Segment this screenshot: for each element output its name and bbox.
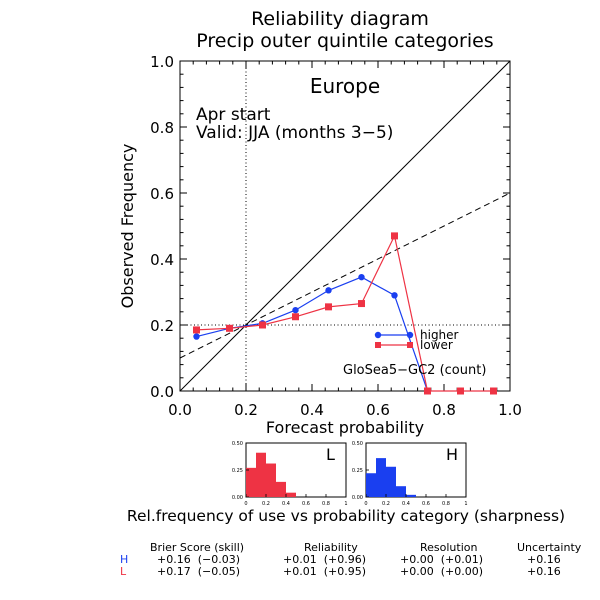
histogram-x-tick-label: 0.8: [322, 501, 330, 506]
row-key-higher: H: [120, 553, 129, 566]
histogram-x-tick-label: 0.4: [402, 501, 410, 506]
cell-lower-uncertainty: +0.16: [527, 565, 561, 578]
series-higher-point: [193, 333, 200, 340]
x-tick-label: 0.8: [432, 401, 456, 419]
y-tick-label: 0.8: [150, 119, 174, 137]
histogram-y-tick-label: 0.00: [232, 495, 243, 501]
score-table: Brier Score (skill) Reliability Resoluti…: [0, 540, 600, 584]
series-lower-point: [424, 387, 431, 395]
no-skill-line: [179, 192, 511, 359]
series-lower-point: [490, 387, 497, 395]
histogram-label: H: [446, 445, 458, 464]
histogram-bar: [286, 492, 296, 497]
y-tick-label: 0.4: [150, 251, 174, 269]
histogram-x-tick-label: 1: [464, 501, 467, 506]
chart-title: Reliability diagram: [251, 8, 429, 30]
col-header-brier: Brier Score (skill): [150, 541, 245, 554]
cell-higher-resolution: +0.00 (+0.01): [400, 553, 483, 566]
cell-higher-brier: +0.16 (−0.03): [157, 553, 240, 566]
histogram-x-tick-label: 0: [364, 501, 367, 506]
histogram-bar: [376, 458, 386, 497]
cell-higher-reliability: +0.01 (+0.96): [283, 553, 366, 566]
series-lower-point: [292, 313, 299, 321]
row-key-lower: L: [120, 565, 127, 578]
series-higher-point: [358, 273, 365, 281]
histogram-x-tick-label: 0: [244, 501, 247, 506]
sharpness-histograms: 0.00 0.25 0.50 0 0.2 0.4 0.6 0.8 1 L 0.00 0.25 0.50…: [232, 441, 468, 506]
y-axis-label: Observed Frequency: [118, 144, 137, 309]
histogram-higher: 0.00 0.25 0.50 0 0.2 0.4 0.6 0.8 1 H: [352, 441, 468, 506]
series-lower-point: [226, 324, 233, 332]
cell-lower-reliability: +0.01 (+0.95): [283, 565, 366, 578]
histogram-label: L: [326, 445, 335, 464]
sharpness-caption: Rel.frequency of use vs probability cate…: [126, 507, 566, 525]
x-tick-label: 0.2: [234, 401, 258, 419]
x-axis-label: Forecast probability: [266, 418, 424, 437]
y-tick-label: 1.0: [150, 53, 174, 71]
series-lower-point: [457, 387, 464, 395]
series-lower-line: [196, 234, 494, 392]
histogram-bar: [256, 452, 266, 497]
start-annotation: Apr start: [196, 105, 271, 125]
histogram-x-tick-label: 0.8: [442, 501, 450, 506]
histogram-x-tick-label: 0.4: [282, 501, 290, 506]
legend-higher-marker: [406, 331, 414, 339]
col-header-uncertainty: Uncertainty: [517, 541, 582, 554]
cell-lower-resolution: +0.00 (+0.00): [400, 565, 483, 578]
legend: higher lower: [374, 328, 459, 352]
col-header-resolution: Resolution: [420, 541, 478, 554]
series-lower-point: [391, 232, 398, 240]
histogram-y-tick-label: 0.00: [352, 495, 363, 501]
histogram-x-tick-label: 1: [344, 501, 347, 506]
y-tick-label: 0.0: [150, 383, 174, 401]
histogram-y-tick-label: 0.50: [232, 441, 243, 447]
legend-lower-marker: [407, 342, 413, 348]
series-higher-point: [391, 292, 398, 299]
histogram-bar: [366, 473, 376, 497]
chart-subtitle: Precip outer quintile categories: [196, 30, 494, 52]
legend-lower-marker: [375, 342, 381, 348]
x-tick-label: 0.4: [300, 401, 324, 419]
histogram-y-tick-label: 0.50: [352, 441, 363, 447]
perfect-reliability-line: [179, 60, 511, 392]
series-lower-point: [259, 321, 266, 329]
series-lower-point: [325, 303, 332, 311]
cell-higher-uncertainty: +0.16: [527, 553, 561, 566]
y-tick-label: 0.6: [150, 185, 174, 203]
legend-higher-label: higher: [420, 328, 459, 342]
cell-lower-brier: +0.17 (−0.05): [157, 565, 240, 578]
y-tick-label: 0.2: [150, 317, 174, 335]
model-label: GloSea5−GC2 (count): [343, 363, 486, 378]
histogram-x-tick-label: 0.6: [422, 501, 430, 506]
series-lower-point: [193, 326, 200, 334]
histogram-bar: [266, 463, 276, 497]
series-lower-point: [358, 300, 365, 308]
histogram-bar: [396, 486, 406, 497]
x-tick-label: 0.0: [168, 401, 192, 419]
histogram-x-tick-label: 0.2: [262, 501, 270, 506]
histogram-bar: [406, 494, 416, 497]
reliability-plot: 0.0 0.2 0.4 0.6 0.8 1.0 0.0 0.2 0.4 0.6 0.8 1.0 Eur…: [118, 53, 522, 437]
histogram-bar: [276, 481, 286, 497]
x-tick-label: 1.0: [498, 401, 522, 419]
histogram-x-tick-label: 0.6: [302, 501, 310, 506]
histogram-x-tick-label: 0.2: [382, 501, 390, 506]
x-tick-label: 0.6: [366, 401, 390, 419]
legend-higher-marker: [374, 331, 382, 339]
col-header-reliability: Reliability: [304, 541, 358, 554]
histogram-bar: [246, 467, 256, 497]
valid-annotation: Valid: JJA (months 3−5): [196, 123, 393, 143]
series-higher-point: [292, 306, 299, 314]
histogram-bar: [386, 466, 396, 497]
plot-frame: [179, 60, 511, 392]
region-label: Europe: [310, 74, 380, 98]
legend-lower-label: lower: [420, 338, 453, 352]
histogram-y-tick-label: 0.25: [352, 468, 363, 474]
series-higher-point: [325, 287, 332, 294]
histogram-y-tick-label: 0.25: [232, 468, 243, 474]
histogram-lower: 0.00 0.25 0.50 0 0.2 0.4 0.6 0.8 1 L: [232, 441, 348, 506]
